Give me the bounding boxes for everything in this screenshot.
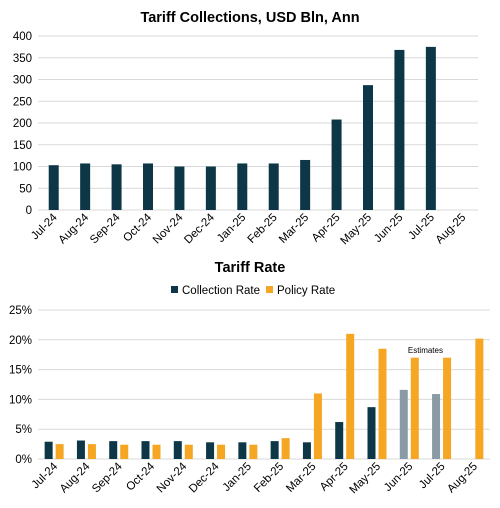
chart1-bar xyxy=(205,166,216,210)
chart1-bar xyxy=(143,163,153,210)
chart1-bar xyxy=(237,163,248,210)
chart2-x-tick-label: Nov-24 xyxy=(155,460,190,495)
chart2-bar-policy-rate xyxy=(378,348,387,459)
chart1-x-tick-label: Apr-25 xyxy=(310,212,343,245)
chart1-y-tick-label: 150 xyxy=(13,140,32,152)
chart2-bar-collection-rate xyxy=(335,422,344,459)
chart2-x-tick-label: Aug-24 xyxy=(58,460,93,495)
chart2-bar-collection-rate xyxy=(76,440,85,459)
chart2-bar-policy-rate xyxy=(313,393,322,459)
chart1-x-tick-label: Jun-25 xyxy=(372,212,405,245)
chart1-x-tick-label: Nov-24 xyxy=(151,211,186,246)
chart1-y-tick-label: 350 xyxy=(13,53,32,65)
legend-label-policy-rate: Policy Rate xyxy=(277,285,335,297)
chart2-bar-policy-rate xyxy=(87,444,96,459)
chart1-bar xyxy=(363,85,373,210)
chart2-x-tick-label: Aug-25 xyxy=(445,461,480,496)
chart2-bar-policy-rate xyxy=(410,357,419,459)
chart2-bar-collection-rate xyxy=(399,389,408,459)
legend-label-collection-rate: Collection Rate xyxy=(182,285,260,297)
chart2-bar-collection-rate xyxy=(141,441,150,459)
chart2-bar-collection-rate xyxy=(270,441,279,459)
chart1-x-tick-label: Dec-24 xyxy=(182,211,217,246)
chart1-bar xyxy=(300,159,311,210)
chart2-bar-collection-rate xyxy=(302,442,311,459)
chart2-y-tick-label: 5% xyxy=(15,424,32,436)
chart2-bar-collection-rate xyxy=(367,407,376,459)
chart1-x-tick-label: May-25 xyxy=(339,212,375,248)
chart2-x-tick-label: Apr-25 xyxy=(318,461,351,494)
chart2-x-tick-label: May-25 xyxy=(348,461,384,497)
chart2-bar-collection-rate xyxy=(206,442,215,459)
chart2-y-tick-label: 10% xyxy=(9,394,32,406)
chart2-x-tick-label: Jul-24 xyxy=(30,460,61,491)
chart1-x-tick-label: Sep-24 xyxy=(88,211,123,246)
chart1-title: Tariff Collections, USD Bln, Ann xyxy=(140,10,359,26)
legend-swatch-collection-rate xyxy=(171,286,178,293)
chart2-x-tick-label: Sep-24 xyxy=(90,460,125,495)
chart1-x-tick-label: Mar-25 xyxy=(277,212,311,246)
chart2-bar-policy-rate xyxy=(55,444,64,459)
chart2-x-tick-label: Mar-25 xyxy=(284,461,318,495)
chart2-bar-policy-rate xyxy=(475,338,484,459)
chart1-bar xyxy=(331,119,342,210)
chart2-y-tick-label: 0% xyxy=(15,454,32,466)
chart2-x-tick-label: Feb-25 xyxy=(252,461,286,495)
chart2-bar-policy-rate xyxy=(281,438,290,459)
chart2-x-tick-label: Jan-25 xyxy=(221,461,254,494)
chart1-x-tick-label: Jan-25 xyxy=(215,212,248,245)
chart1-x-tick-label: Feb-25 xyxy=(246,212,280,246)
chart1-bar xyxy=(394,49,405,210)
chart1-y-tick-label: 250 xyxy=(13,96,32,108)
chart2-x-tick-label: Jun-25 xyxy=(382,461,415,494)
chart2-bar-policy-rate xyxy=(346,333,355,459)
chart1-bar xyxy=(425,46,436,210)
chart2-bar-collection-rate xyxy=(238,442,247,459)
chart2-title: Tariff Rate xyxy=(215,260,286,276)
chart1-x-tick-label: Aug-25 xyxy=(434,212,469,247)
chart1-bar xyxy=(80,163,91,210)
chart1-bar xyxy=(268,163,279,210)
chart2-bar-collection-rate xyxy=(44,441,53,459)
chart2-bar-collection-rate xyxy=(173,441,182,459)
chart2-bar-policy-rate xyxy=(152,444,161,459)
chart1-y-tick-label: 400 xyxy=(13,31,32,43)
chart2-bar-collection-rate xyxy=(432,394,441,459)
chart1-y-tick-label: 300 xyxy=(13,75,32,87)
chart2-bar-policy-rate xyxy=(184,444,193,459)
chart2-bar-policy-rate xyxy=(120,444,129,459)
chart1-bar xyxy=(48,165,59,210)
chart2-x-tick-label: Jul-25 xyxy=(417,461,448,492)
chart2-x-tick-label: Dec-24 xyxy=(187,460,222,495)
legend-swatch-policy-rate xyxy=(266,286,273,293)
chart1-y-tick-label: 200 xyxy=(13,118,32,130)
chart1-y-tick-label: 0 xyxy=(26,205,32,217)
chart2-x-tick-label: Oct-24 xyxy=(124,460,157,493)
chart2-bar-policy-rate xyxy=(249,444,258,459)
chart1-y-tick-label: 100 xyxy=(13,162,32,174)
chart1-x-tick-label: Jul-25 xyxy=(406,212,437,243)
chart2-estimates-annotation: Estimates xyxy=(408,346,443,355)
chart2-y-tick-label: 25% xyxy=(9,305,32,317)
chart1-y-tick-label: 50 xyxy=(19,183,32,195)
chart1-bar xyxy=(174,166,185,210)
chart1-x-tick-label: Aug-24 xyxy=(57,211,92,246)
chart1-bar xyxy=(111,164,122,210)
chart2-bar-policy-rate xyxy=(217,444,226,459)
chart2-bar-policy-rate xyxy=(443,357,452,459)
chart2-y-tick-label: 20% xyxy=(9,335,32,347)
chart1-x-tick-label: Oct-24 xyxy=(121,211,154,244)
chart2-bar-collection-rate xyxy=(109,441,118,459)
chart2-y-tick-label: 15% xyxy=(9,365,32,377)
